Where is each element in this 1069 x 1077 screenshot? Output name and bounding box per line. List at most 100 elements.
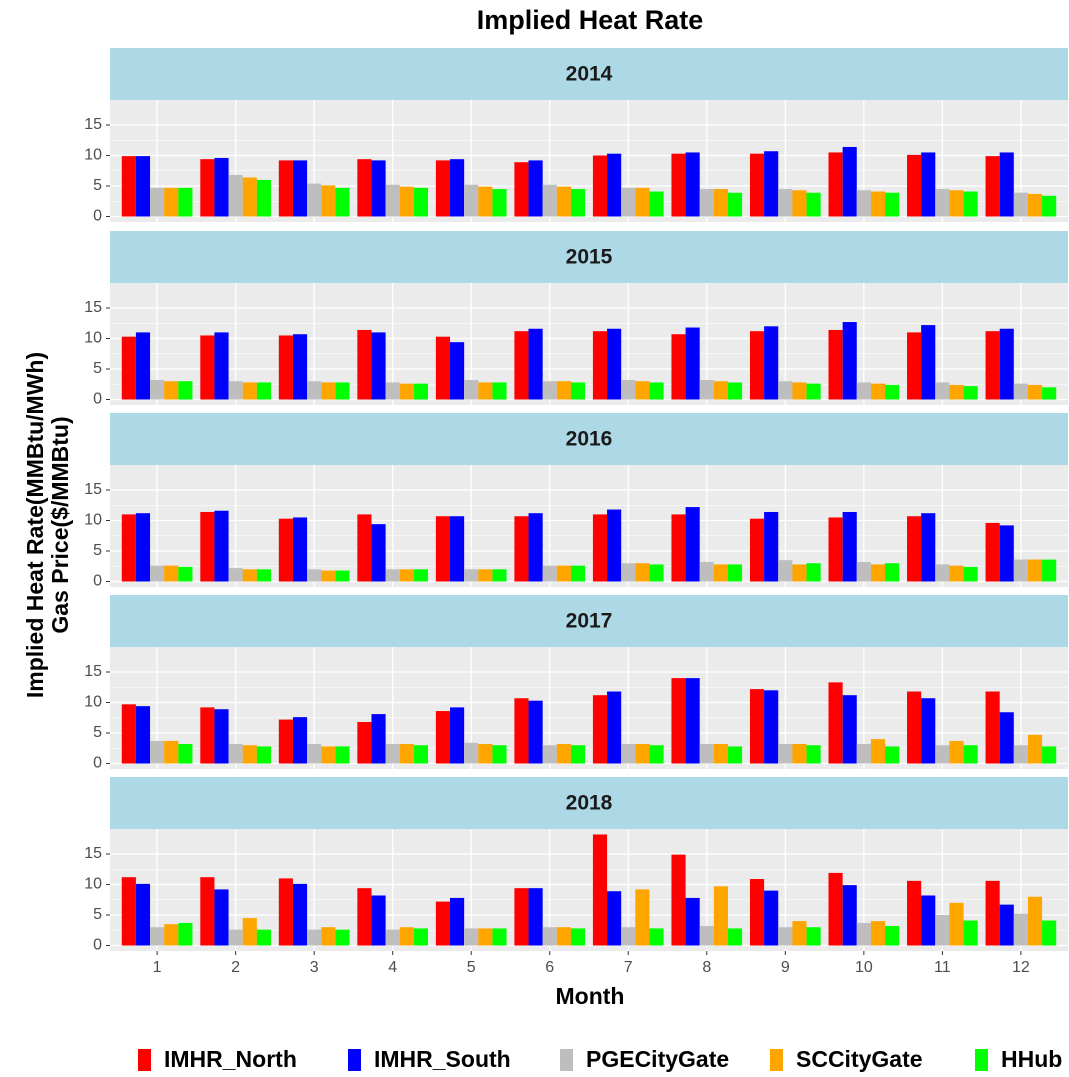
bar bbox=[278, 160, 293, 217]
bar bbox=[806, 927, 821, 946]
bar bbox=[1042, 920, 1057, 946]
bar bbox=[435, 336, 451, 400]
bar bbox=[385, 569, 400, 582]
bar bbox=[792, 190, 807, 217]
bar bbox=[570, 745, 586, 764]
bar bbox=[1042, 746, 1057, 764]
strip bbox=[110, 777, 1068, 829]
bar bbox=[292, 334, 308, 400]
bar bbox=[413, 928, 429, 946]
bar bbox=[335, 187, 350, 217]
bar bbox=[870, 383, 886, 400]
bar bbox=[371, 160, 386, 217]
legend-label: IMHR_South bbox=[374, 1046, 511, 1072]
legend-swatch bbox=[138, 1049, 151, 1071]
bar bbox=[542, 927, 557, 946]
bar bbox=[292, 160, 308, 217]
bar bbox=[907, 691, 922, 764]
bar bbox=[1027, 193, 1043, 217]
bar bbox=[949, 384, 964, 400]
bar bbox=[570, 565, 586, 582]
bar bbox=[514, 698, 529, 764]
bar bbox=[870, 921, 886, 946]
bar bbox=[985, 522, 1000, 582]
strip-label: 2017 bbox=[566, 610, 613, 633]
strip-label: 2015 bbox=[566, 246, 613, 269]
bar bbox=[135, 513, 151, 582]
bar bbox=[685, 327, 700, 400]
bar bbox=[464, 379, 479, 400]
bar bbox=[371, 524, 386, 582]
bar bbox=[307, 929, 322, 946]
bar bbox=[528, 700, 543, 764]
bar bbox=[556, 186, 571, 217]
bar bbox=[713, 564, 728, 582]
bar bbox=[570, 189, 586, 217]
bar bbox=[542, 565, 557, 582]
bar bbox=[685, 897, 700, 946]
bar bbox=[671, 514, 686, 582]
legend-swatch bbox=[770, 1049, 783, 1071]
bar bbox=[1013, 192, 1028, 217]
bar bbox=[963, 386, 978, 400]
bar bbox=[885, 563, 900, 582]
bar bbox=[842, 511, 857, 582]
bar bbox=[150, 740, 165, 764]
bar bbox=[607, 153, 622, 217]
bar bbox=[450, 342, 465, 400]
bar bbox=[828, 517, 843, 582]
bar bbox=[528, 328, 543, 400]
bar bbox=[649, 191, 664, 217]
y-tick-label: 15 bbox=[84, 481, 102, 498]
bar bbox=[1042, 195, 1057, 217]
bar bbox=[828, 682, 843, 764]
y-tick-label: 0 bbox=[93, 208, 102, 225]
bar bbox=[1013, 745, 1028, 764]
bar bbox=[200, 511, 215, 582]
bar bbox=[492, 928, 507, 946]
bar bbox=[164, 740, 179, 764]
bar bbox=[385, 929, 400, 946]
x-tick-label: 7 bbox=[624, 959, 633, 976]
bar bbox=[556, 927, 571, 946]
bar bbox=[764, 151, 779, 217]
bar bbox=[450, 897, 465, 946]
bar bbox=[1042, 559, 1057, 582]
bar bbox=[607, 328, 622, 400]
bar bbox=[792, 564, 807, 582]
bar bbox=[335, 929, 350, 946]
bar bbox=[685, 507, 700, 582]
bar bbox=[399, 186, 414, 217]
bar bbox=[214, 889, 229, 946]
bar bbox=[464, 928, 479, 946]
bar bbox=[214, 510, 229, 582]
bar bbox=[621, 743, 636, 764]
bar bbox=[256, 382, 271, 400]
bar bbox=[806, 192, 821, 217]
bar bbox=[592, 155, 608, 217]
bar bbox=[806, 745, 821, 764]
bar bbox=[307, 381, 322, 400]
bar bbox=[985, 880, 1000, 946]
bar bbox=[764, 511, 779, 582]
bar bbox=[178, 922, 193, 946]
bar bbox=[200, 159, 215, 217]
bar bbox=[870, 564, 886, 582]
bar bbox=[335, 746, 350, 764]
bar bbox=[492, 189, 507, 217]
bar bbox=[399, 743, 414, 764]
bar bbox=[335, 570, 350, 582]
bar bbox=[635, 563, 650, 582]
bar bbox=[357, 329, 372, 400]
x-tick-label: 4 bbox=[388, 959, 397, 976]
bar bbox=[749, 879, 765, 946]
bar bbox=[949, 565, 964, 582]
x-tick-label: 1 bbox=[153, 959, 162, 976]
bar bbox=[607, 691, 622, 764]
y-tick-label: 0 bbox=[93, 573, 102, 590]
bar bbox=[464, 742, 479, 764]
legend-label: SCCityGate bbox=[796, 1046, 923, 1072]
bar bbox=[413, 569, 429, 582]
bar bbox=[699, 925, 714, 946]
